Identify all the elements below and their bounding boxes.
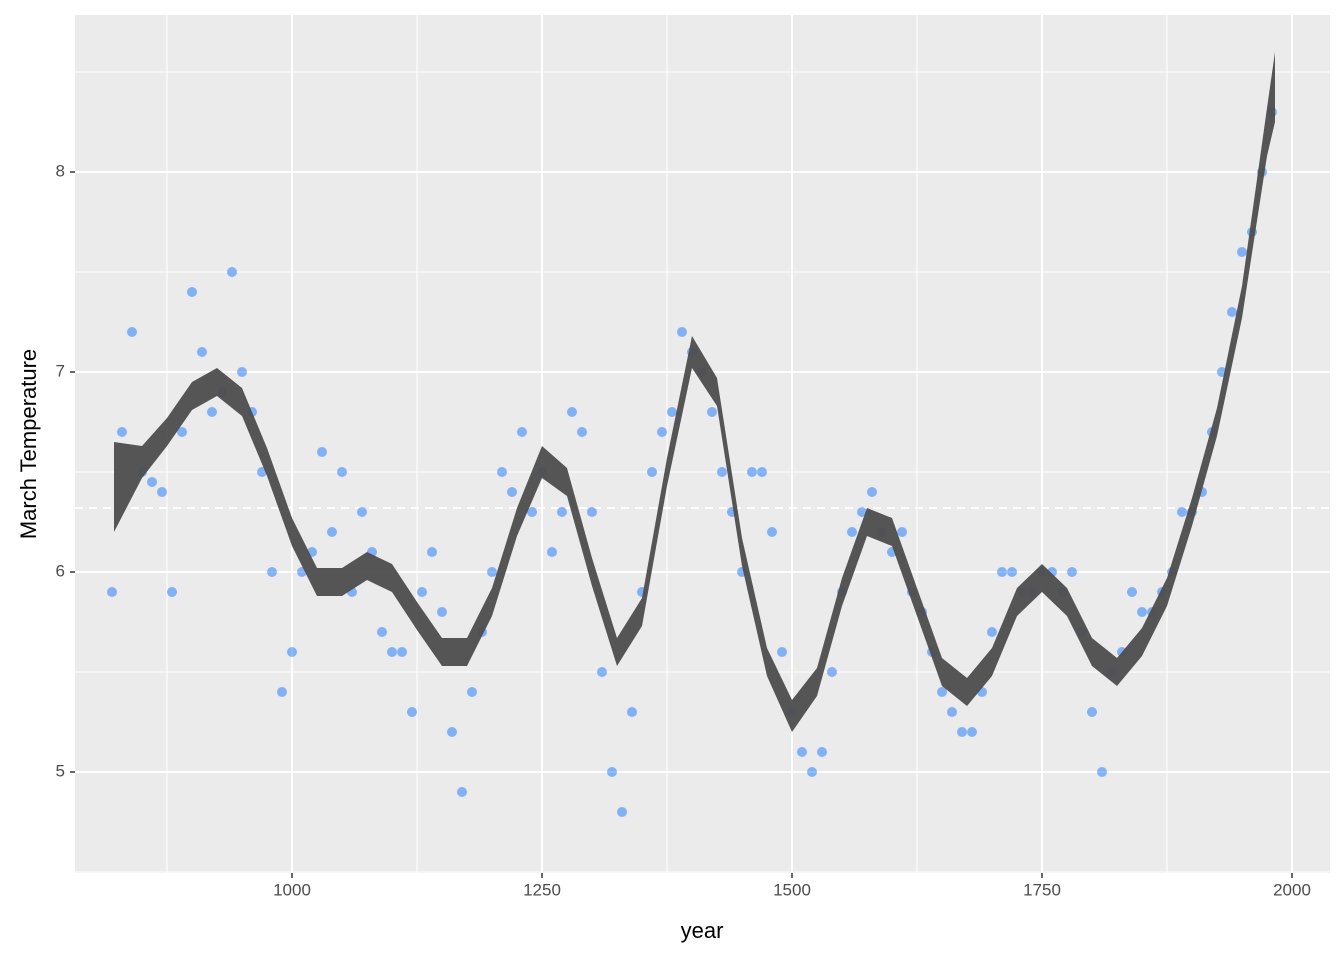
data-point [357,507,367,517]
data-point [937,687,947,697]
x-tick-label: 1500 [773,880,811,899]
data-point [157,487,167,497]
data-point [277,687,287,697]
data-point [797,747,807,757]
data-point [667,407,677,417]
data-point [567,407,577,417]
data-point [717,467,727,477]
data-point [967,727,977,737]
data-point [237,367,247,377]
data-point [517,427,527,437]
data-point [417,587,427,597]
data-point [817,747,827,757]
data-point [437,607,447,617]
data-point [857,507,867,517]
data-point [187,287,197,297]
data-point [387,647,397,657]
data-point [337,467,347,477]
data-point [467,687,477,697]
data-point [607,767,617,777]
data-point [487,567,497,577]
data-point [577,427,587,437]
data-point [397,647,407,657]
data-point [647,467,657,477]
data-point [587,507,597,517]
data-point [177,427,187,437]
data-point [747,467,757,477]
data-point [957,727,967,737]
data-point [627,707,637,717]
data-point [657,427,667,437]
data-point [1177,507,1187,517]
data-point [507,487,517,497]
data-point [267,567,277,577]
y-tick-label: 6 [56,561,65,580]
data-point [757,467,767,477]
x-tick-label: 1000 [273,880,311,899]
data-point [147,477,157,487]
data-point [1007,567,1017,577]
data-point [767,527,777,537]
data-point [547,547,557,557]
data-point [617,807,627,817]
data-point [947,707,957,717]
data-point [1097,767,1107,777]
data-point [287,647,297,657]
y-tick-label: 7 [56,361,65,380]
data-point [1237,247,1247,257]
data-point [167,587,177,597]
panel-background [75,15,1330,873]
data-point [1087,707,1097,717]
plot-panel [75,15,1330,873]
x-tick-label: 2000 [1273,880,1311,899]
y-tick-label: 5 [56,761,65,780]
y-tick-label: 8 [56,161,65,180]
data-point [1067,567,1077,577]
data-point [317,447,327,457]
data-point [1127,587,1137,597]
data-point [597,667,607,677]
data-point [107,587,117,597]
data-point [677,327,687,337]
x-tick-label: 1250 [523,880,561,899]
data-point [377,627,387,637]
data-point [227,267,237,277]
data-point [707,407,717,417]
data-point [407,707,417,717]
data-point [867,487,877,497]
data-point [1227,307,1237,317]
data-point [457,787,467,797]
data-point [777,647,787,657]
data-point [197,347,207,357]
data-point [497,467,507,477]
y-axis-title: March Temperature [16,349,41,539]
x-tick-label: 1750 [1023,880,1061,899]
data-point [327,527,337,537]
data-point [807,767,817,777]
data-point [827,667,837,677]
data-point [117,427,127,437]
data-point [847,527,857,537]
data-point [527,507,537,517]
x-axis-title: year [681,918,724,943]
data-point [127,327,137,337]
data-point [987,627,997,637]
data-point [897,527,907,537]
data-point [207,407,217,417]
data-point [427,547,437,557]
data-point [447,727,457,737]
data-point [997,567,1007,577]
data-point [1137,607,1147,617]
data-point [557,507,567,517]
